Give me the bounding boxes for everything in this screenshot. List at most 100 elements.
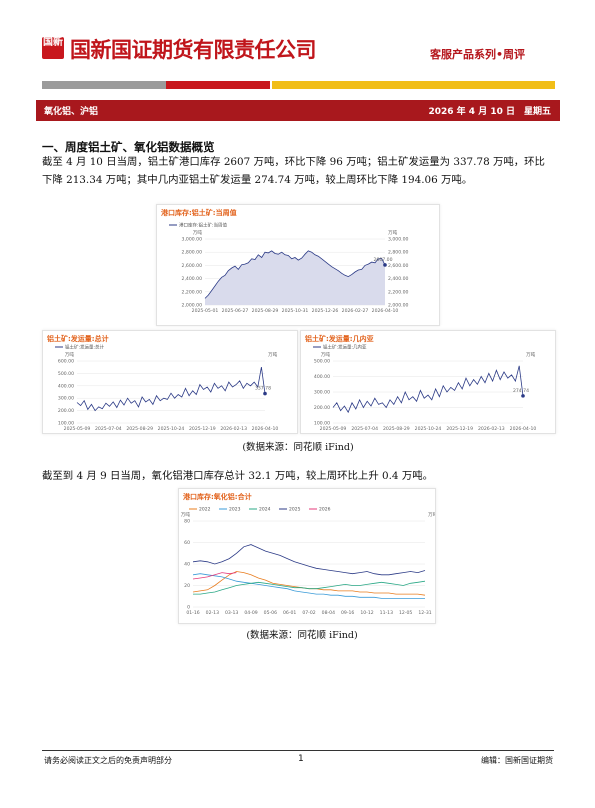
source-note-1: (数据来源：同花顺 iFind): [242, 442, 354, 453]
section-heading: 一、周度铝土矿、氧化铝数据概览: [42, 140, 215, 154]
last-value-label: 2607.00: [374, 257, 393, 263]
y2-tick-label: 3,000.00: [388, 237, 409, 243]
y2-tick-label: 2,000.00: [388, 303, 409, 309]
legend-label: 2024: [259, 507, 271, 513]
chart-port-inventory-bauxite: 港口库存:铝土矿:当周值 2,000.00 2,000.00 2,200.00 2,2…: [156, 204, 440, 326]
header-bar-red: [166, 81, 270, 89]
series-line-2024: [193, 580, 426, 595]
footer-editor: 编辑：国新国证期货: [481, 756, 553, 765]
series-line-s: [204, 250, 386, 299]
y-tick-label: 100.00: [58, 421, 74, 427]
y-tick-label: 2,200.00: [182, 289, 203, 295]
y-tick-label: 80: [184, 519, 190, 525]
company-name: 国新国证期货有限责任公司: [70, 38, 317, 62]
x-tick-label: 03-13: [225, 610, 238, 616]
header-bar-yellow: [272, 81, 555, 89]
chart-alumina-port-inventory: 港口库存:氧化铝:合计 0 20 40 60 80 万吨 万吨 01-16 02-13 03-13…: [178, 488, 436, 624]
y-tick-label: 400.00: [314, 374, 330, 380]
chart-bauxite-shipments-total: 铝土矿:发运量:总计 100.00 200.00 300.00 400.00 500.0…: [42, 330, 298, 434]
series-line-2025: [192, 544, 426, 576]
x-tick-label: 12-31: [418, 610, 431, 616]
series-line-2023: [192, 573, 425, 599]
x-tick-label: 05-06: [264, 610, 277, 616]
chart-svg: 2,000.00 2,000.00 2,200.00 2,200.00 2,400.00…: [169, 222, 409, 314]
x-tick-label: 2025-05-09: [64, 426, 91, 432]
x-tick-label: 2025-08-29: [126, 426, 153, 432]
x-tick-label: 2025-08-29: [252, 308, 279, 314]
legend-label: 2025: [289, 507, 301, 513]
x-tick-label: 2025-12-19: [446, 426, 473, 432]
y-tick-label: 2,600.00: [182, 263, 203, 269]
x-tick-label: 10-12: [360, 610, 373, 616]
x-tick-label: 2025-12-19: [189, 426, 216, 432]
y-tick-label: 2,400.00: [182, 276, 203, 282]
y-tick-label: 200.00: [314, 405, 330, 411]
page-number: 1: [298, 754, 304, 764]
paragraph-bauxite: 截至 4 月 10 日当周，铝土矿港口库存 2607 万吨，环比下降 96 万吨…: [42, 156, 545, 186]
footer-divider: [42, 750, 554, 751]
y-tick-label: 300.00: [314, 390, 330, 396]
y-tick-label: 2,000.00: [182, 303, 203, 309]
x-tick-label: 02-13: [206, 610, 219, 616]
y-tick-label: 600.00: [58, 359, 74, 365]
x-tick-label: 08-04: [322, 610, 335, 616]
chart-title: 铝土矿:发运量:总计: [47, 335, 109, 343]
y2-unit-label: 万吨: [526, 351, 536, 358]
series-label: 客服产品系列•周评: [429, 48, 525, 61]
x-tick-label: 11-13: [380, 610, 393, 616]
x-tick-label: 2025-07-04: [351, 426, 378, 432]
x-tick-label: 2025-05-09: [320, 426, 347, 432]
y2-unit-label: 万吨: [268, 351, 278, 358]
y-unit-label: 万吨: [193, 229, 203, 236]
legend-label: 2023: [229, 507, 241, 513]
x-tick-label: 12-05: [399, 610, 412, 616]
x-tick-label: 2026-04-10: [372, 308, 399, 314]
series-line-s: [332, 365, 524, 414]
x-tick-label: 2025-10-24: [158, 426, 185, 432]
footer-disclaimer: 请务必阅读正文之后的免责声明部分: [44, 756, 172, 765]
report-date: 2026 年 4 月 10 日 星期五: [428, 107, 551, 117]
x-tick-label: 2025-10-31: [282, 308, 309, 314]
x-tick-label: 01-16: [186, 610, 199, 616]
x-tick-label: 2026-04-10: [252, 426, 279, 432]
y-tick-label: 200.00: [58, 408, 74, 414]
x-tick-label: 07-02: [302, 610, 315, 616]
chart-title: 港口库存:铝土矿:当周值: [161, 209, 237, 217]
x-tick-label: 2026-04-10: [510, 426, 537, 432]
y2-tick-label: 2,600.00: [388, 263, 409, 269]
y-tick-label: 300.00: [58, 396, 74, 402]
area-fill: [205, 250, 385, 305]
last-value-label: 337.78: [255, 386, 271, 392]
y-tick-label: 40: [184, 562, 190, 568]
legend-label: 港口库存:铝土矿:当周值: [179, 222, 228, 229]
topic-band: [36, 100, 560, 121]
x-tick-label: 06-01: [283, 610, 296, 616]
y2-tick-label: 2,200.00: [388, 289, 409, 295]
x-tick-label: 2026-02-27: [342, 308, 369, 314]
paragraph-alumina: 截至到 4 月 9 日当周，氧化铝港口库存总计 32.1 万吨，较上周环比上升 …: [42, 470, 434, 482]
chart-bauxite-shipments-guinea: 铝土矿:发运量:几内亚 100.00 200.00 300.00 400.00 500.…: [300, 330, 556, 434]
x-tick-label: 2025-06-27: [222, 308, 249, 314]
y2-tick-label: 2,800.00: [388, 250, 409, 256]
y-tick-label: 400.00: [58, 383, 74, 389]
source-note-2: (数据来源：同花顺 iFind): [246, 630, 358, 641]
y-tick-label: 60: [184, 540, 190, 546]
x-tick-label: 2025-08-29: [383, 426, 410, 432]
x-tick-label: 2025-05-01: [192, 308, 219, 314]
y-unit-label: 万吨: [181, 511, 191, 518]
y-tick-label: 3,000.00: [182, 237, 203, 243]
chart-title: 铝土矿:发运量:几内亚: [305, 335, 374, 343]
company-logo: 国新: [42, 37, 64, 59]
header-bar-gray: [42, 81, 166, 89]
y-unit-label: 万吨: [321, 351, 331, 358]
last-point-marker: [383, 263, 387, 267]
x-tick-label: 04-09: [244, 610, 257, 616]
topic-label: 氧化铝、沪铝: [44, 107, 99, 117]
y-tick-label: 500.00: [58, 371, 74, 377]
y-unit-label: 万吨: [65, 351, 75, 358]
x-tick-label: 2025-12-26: [312, 308, 339, 314]
legend-label: 2022: [199, 507, 211, 513]
